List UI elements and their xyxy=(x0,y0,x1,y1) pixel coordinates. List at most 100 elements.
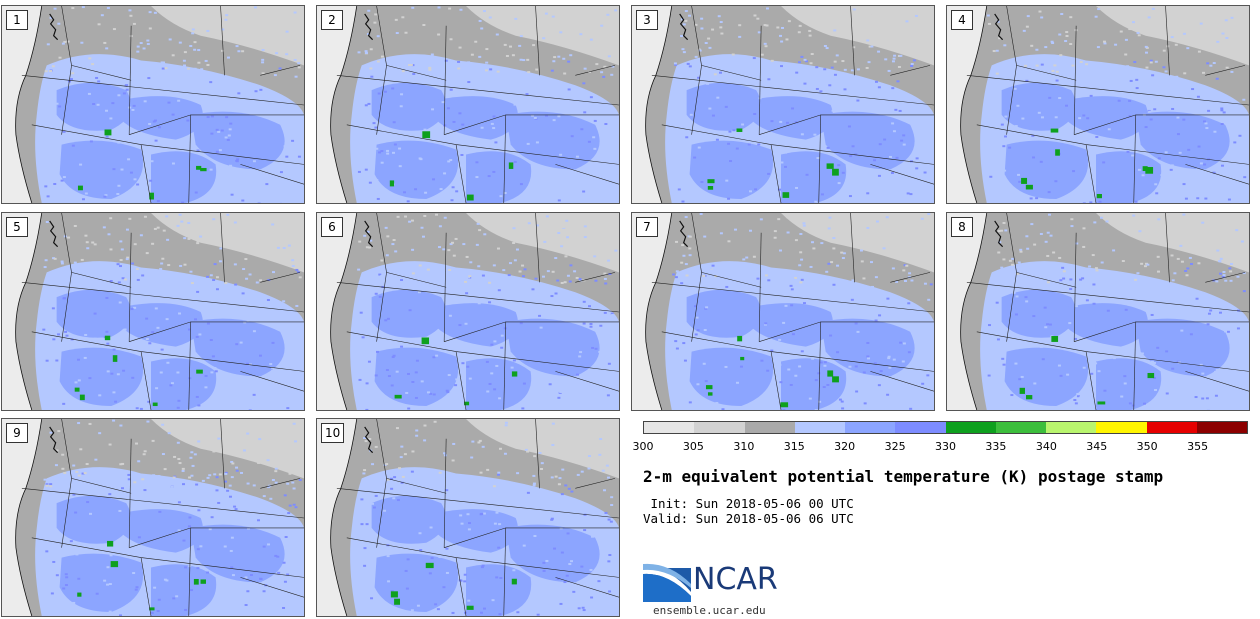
speckle xyxy=(1129,136,1133,139)
speckle xyxy=(1102,282,1106,285)
speckle xyxy=(274,554,278,557)
speckle xyxy=(837,196,841,199)
member-panel-8[interactable]: 8 xyxy=(946,212,1250,411)
speckle xyxy=(782,409,786,410)
member-panel-3[interactable]: 3 xyxy=(631,5,935,204)
speckle xyxy=(760,53,764,56)
speckle xyxy=(259,279,263,282)
speckle xyxy=(527,222,531,225)
speckle xyxy=(1143,265,1147,268)
speckle xyxy=(605,464,609,467)
member-panel-4[interactable]: 4 xyxy=(946,5,1250,204)
speckle xyxy=(557,396,561,399)
member-panel-9[interactable]: 9 xyxy=(1,418,305,617)
warm-blob xyxy=(1096,151,1162,203)
speckle xyxy=(43,139,47,142)
speckle xyxy=(579,279,583,282)
member-panel-7[interactable]: 7 xyxy=(631,212,935,411)
speckle xyxy=(112,419,116,422)
speckle xyxy=(86,247,90,250)
speckle xyxy=(532,484,536,487)
speckle xyxy=(479,471,483,474)
speckle xyxy=(915,157,919,160)
speckle xyxy=(713,73,717,76)
speckle xyxy=(1078,117,1082,120)
warm-blob xyxy=(466,564,532,616)
member-label: 9 xyxy=(6,423,28,443)
speckle xyxy=(519,35,523,38)
speckle xyxy=(521,407,525,410)
speckle xyxy=(779,120,783,123)
speckle xyxy=(367,360,371,363)
speckle xyxy=(1235,30,1239,33)
speckle xyxy=(411,64,415,67)
speckle xyxy=(445,389,449,392)
speckle xyxy=(1229,270,1233,273)
speckle xyxy=(103,195,107,198)
speckle xyxy=(423,439,427,442)
speckle xyxy=(81,198,85,201)
speckle xyxy=(498,436,502,439)
high-theta-spot xyxy=(196,165,202,170)
puget-sound xyxy=(994,220,1004,248)
speckle xyxy=(1039,345,1043,348)
speckle xyxy=(403,191,407,194)
speckle xyxy=(272,271,275,274)
speckle xyxy=(1235,376,1239,379)
speckle xyxy=(475,243,479,246)
speckle xyxy=(921,382,925,385)
speckle xyxy=(800,133,804,136)
speckle xyxy=(912,191,916,194)
speckle xyxy=(210,516,214,519)
speckle xyxy=(536,224,540,227)
speckle xyxy=(599,406,603,409)
speckle xyxy=(761,294,765,297)
speckle xyxy=(416,604,420,607)
speckle xyxy=(131,376,135,379)
speckle xyxy=(287,244,291,247)
speckle xyxy=(165,579,169,582)
speckle xyxy=(258,438,262,441)
speckle xyxy=(77,379,81,382)
speckle xyxy=(437,33,441,36)
speckle xyxy=(401,136,405,139)
speckle xyxy=(206,116,210,119)
speckle xyxy=(394,609,398,612)
speckle xyxy=(832,247,836,250)
speckle xyxy=(794,121,798,124)
speckle xyxy=(436,61,440,64)
speckle xyxy=(1058,33,1062,36)
speckle xyxy=(386,478,390,481)
speckle xyxy=(987,374,991,377)
map-6 xyxy=(317,213,619,410)
speckle xyxy=(116,373,120,376)
warm-blob xyxy=(1066,96,1148,140)
speckle xyxy=(1124,308,1128,311)
speckle xyxy=(1154,389,1158,391)
site-url[interactable]: ensemble.ucar.edu xyxy=(653,604,766,617)
speckle xyxy=(841,407,845,410)
member-panel-5[interactable]: 5 xyxy=(1,212,305,411)
speckle xyxy=(512,359,516,362)
speckle xyxy=(850,69,854,72)
speckle xyxy=(798,61,801,64)
speckle xyxy=(505,55,509,57)
speckle xyxy=(513,103,517,106)
member-panel-1[interactable]: 1 xyxy=(1,5,305,204)
speckle xyxy=(436,608,440,611)
speckle xyxy=(374,292,378,295)
member-panel-10[interactable]: 10 xyxy=(316,418,620,617)
speckle xyxy=(899,54,903,57)
member-panel-2[interactable]: 2 xyxy=(316,5,620,204)
speckle xyxy=(437,6,441,9)
speckle xyxy=(828,84,832,87)
speckle xyxy=(395,370,399,373)
speckle xyxy=(1044,46,1048,49)
speckle xyxy=(45,550,49,553)
speckle xyxy=(253,6,257,9)
member-panel-6[interactable]: 6 xyxy=(316,212,620,411)
speckle xyxy=(813,133,817,136)
speckle xyxy=(199,70,203,73)
speckle xyxy=(923,171,927,174)
speckle xyxy=(188,516,192,519)
